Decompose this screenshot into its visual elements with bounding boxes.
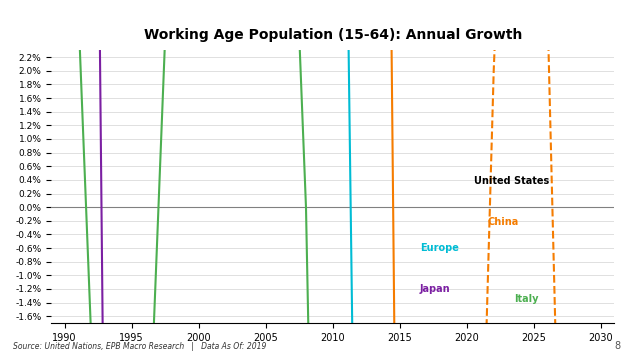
Text: Europe: Europe	[420, 243, 459, 253]
Text: Secular Trends (3-5+Yrs): Secular Trends (3-5+Yrs)	[197, 17, 334, 27]
Text: United States: United States	[474, 176, 549, 186]
Title: Working Age Population (15-64): Annual Growth: Working Age Population (15-64): Annual G…	[143, 28, 522, 42]
Text: Japan: Japan	[420, 284, 451, 294]
Text: 8: 8	[614, 341, 621, 351]
Text: Source: United Nations, EPB Macro Research   |   Data As Of: 2019: Source: United Nations, EPB Macro Resear…	[13, 342, 266, 351]
Text: China: China	[487, 217, 518, 227]
Text: Executive Summary   |: Executive Summary |	[13, 16, 132, 27]
Text: |   Cyclical Trends (6-18Mo)   |   Market Outlook: | Cyclical Trends (6-18Mo) | Market Outl…	[381, 16, 620, 27]
Text: Italy: Italy	[514, 294, 538, 304]
